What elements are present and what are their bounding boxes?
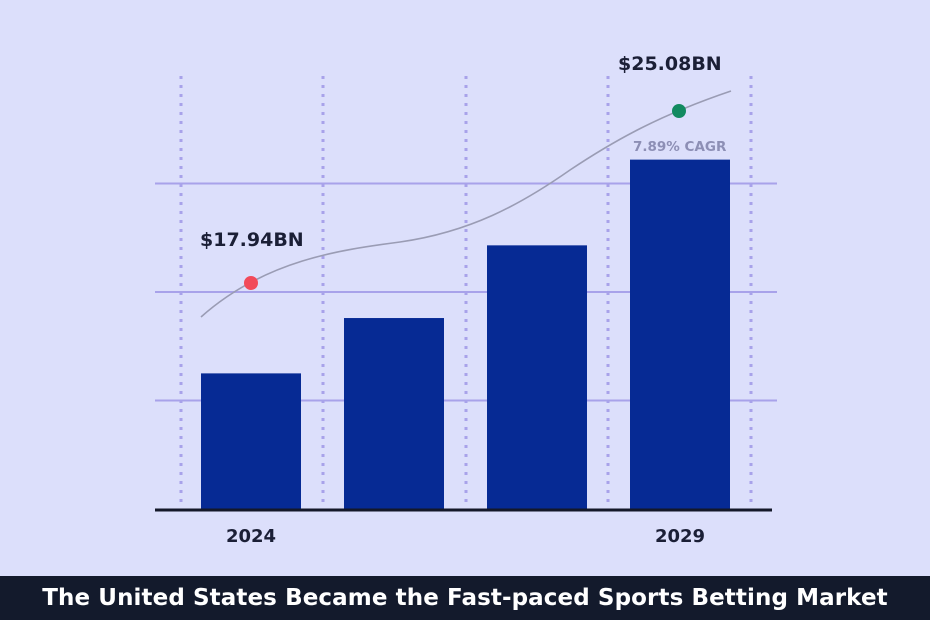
end-value-label: $25.08BN — [618, 53, 722, 75]
trend-start-point — [244, 276, 258, 290]
bar-4 — [630, 159, 730, 509]
start-value-label: $17.94BN — [200, 229, 304, 251]
bars — [201, 159, 730, 509]
chart-canvas: $17.94BN $25.08BN 7.89% CAGR 2024 2029 — [155, 53, 777, 547]
x-label-4: 2029 — [655, 526, 705, 547]
bar-1 — [201, 373, 301, 509]
caption-text: The United States Became the Fast-paced … — [42, 585, 888, 611]
x-axis-labels: 2024 2029 — [226, 526, 705, 547]
x-label-1: 2024 — [226, 526, 276, 547]
trend-end-point — [672, 104, 686, 118]
trend-line — [200, 90, 732, 318]
bar-2 — [344, 318, 444, 509]
caption-banner: The United States Became the Fast-paced … — [0, 576, 930, 620]
bar-3 — [487, 245, 587, 509]
cagr-label: 7.89% CAGR — [633, 139, 727, 155]
